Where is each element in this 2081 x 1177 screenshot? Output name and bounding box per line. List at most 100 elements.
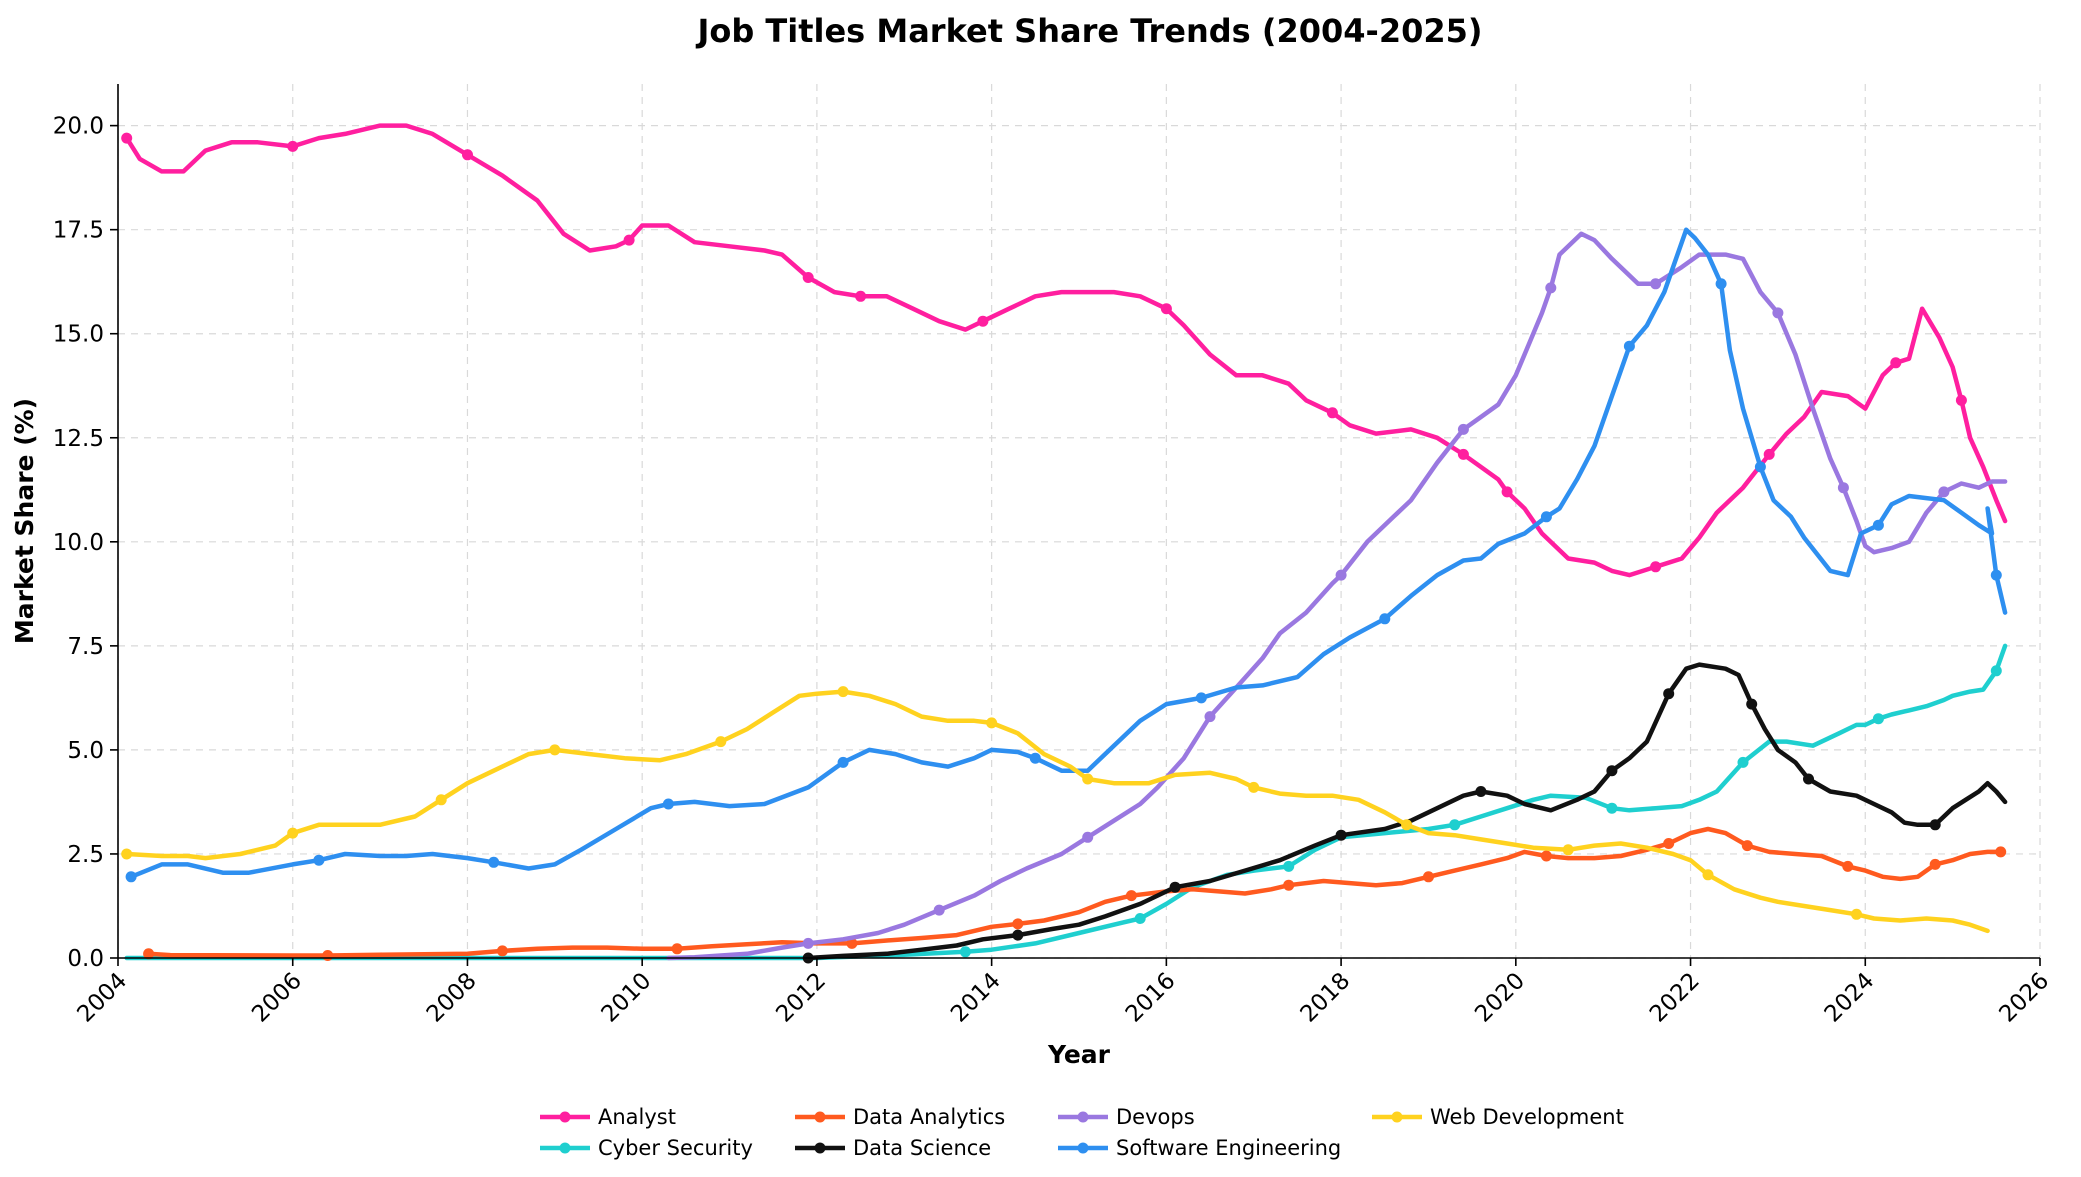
data-point: [837, 756, 849, 768]
series-web-development: [121, 686, 1990, 934]
grid: [117, 84, 2041, 959]
x-tick-label: 2006: [247, 968, 307, 1028]
legend-marker: [559, 1111, 571, 1123]
legend-label: Cyber Security: [598, 1136, 753, 1160]
data-point: [1204, 711, 1216, 723]
legend-label: Analyst: [598, 1105, 676, 1129]
y-tick-label: 17.5: [53, 218, 104, 244]
data-point: [1663, 688, 1675, 700]
data-point: [1955, 394, 1967, 406]
data-point: [1772, 307, 1784, 319]
data-point: [846, 937, 858, 949]
legend-marker: [559, 1142, 571, 1154]
data-point: [1741, 840, 1753, 852]
x-tick-label: 2008: [422, 968, 482, 1028]
legend-label: Data Science: [853, 1136, 991, 1160]
series-lines: [121, 123, 2008, 964]
data-point: [1012, 918, 1024, 930]
data-point: [1283, 860, 1295, 872]
y-tick-label: 7.5: [67, 634, 104, 660]
legend-label: Data Analytics: [853, 1105, 1005, 1129]
data-point: [1851, 908, 1862, 920]
data-point: [1746, 698, 1758, 710]
series-cyber-security: [124, 643, 2008, 961]
data-point: [1938, 486, 1950, 498]
x-tick-label: 2010: [597, 968, 657, 1028]
x-axis-label: Year: [1047, 1040, 1111, 1069]
data-point: [1872, 713, 1884, 725]
data-point: [121, 848, 133, 860]
data-point: [496, 945, 508, 957]
data-point: [1702, 869, 1714, 881]
data-point: [1335, 569, 1347, 581]
data-point: [1540, 850, 1552, 862]
data-point: [1379, 613, 1391, 625]
legend-marker: [814, 1111, 826, 1123]
legend-marker: [1077, 1142, 1089, 1154]
data-point: [287, 827, 299, 839]
data-point: [1248, 781, 1260, 793]
data-point: [977, 315, 989, 327]
data-point: [837, 686, 849, 698]
data-point: [1929, 819, 1941, 831]
data-point: [1763, 448, 1775, 460]
data-point: [1837, 482, 1849, 494]
series-data-science: [802, 662, 2008, 964]
data-point: [1125, 890, 1137, 902]
data-point: [1803, 773, 1814, 785]
data-point: [1715, 278, 1727, 290]
data-point: [715, 736, 727, 748]
data-point: [933, 904, 945, 916]
data-point: [1650, 561, 1662, 573]
tick-labels: 2004 2006 2008 2010 2012 2014 2016 2018 2020 2022…: [53, 114, 2054, 1028]
y-tick-label: 20.0: [53, 114, 104, 140]
series-data-analytics: [143, 826, 2007, 961]
data-point: [1169, 881, 1181, 893]
x-tick-label: 2016: [1121, 968, 1181, 1028]
legend-item-cyber-security: Cyber Security: [540, 1136, 753, 1160]
data-point: [959, 946, 971, 958]
data-point: [1650, 278, 1662, 290]
data-point: [1990, 665, 2002, 677]
data-point: [855, 290, 867, 302]
x-tick-label: 2022: [1645, 968, 1705, 1028]
data-point: [143, 948, 155, 960]
series-software-engineering: [125, 227, 2008, 883]
data-point: [1029, 752, 1041, 764]
chart-title: Job Titles Market Share Trends (2004-202…: [695, 12, 1482, 50]
series-line-analyst: [124, 123, 2008, 578]
legend-marker: [814, 1142, 826, 1154]
series-line-web-development: [124, 689, 1990, 934]
legend-label: Web Development: [1430, 1105, 1624, 1129]
data-point: [1623, 340, 1635, 352]
legend-item-software-engineering: Software Engineering: [1058, 1136, 1341, 1160]
data-point: [1457, 423, 1469, 435]
series-line-devops: [666, 231, 2008, 961]
data-point: [287, 140, 299, 152]
y-tick-label: 12.5: [53, 426, 104, 452]
legend-item-web-development: Web Development: [1372, 1105, 1624, 1129]
data-point: [623, 234, 635, 246]
data-point: [1929, 858, 1941, 870]
data-point: [1606, 802, 1618, 814]
data-point: [1754, 461, 1766, 473]
series-line-cyber-security: [124, 643, 2008, 961]
legend-label: Devops: [1116, 1105, 1195, 1129]
data-point: [125, 871, 137, 883]
data-point: [1283, 879, 1295, 891]
x-tick-label: 2004: [72, 968, 132, 1028]
data-point: [1562, 844, 1574, 856]
series-devops: [666, 231, 2008, 961]
series-line-software-engineering: [128, 227, 2008, 880]
series-analyst: [121, 123, 2008, 578]
x-tick-label: 2020: [1470, 968, 1530, 1028]
data-point: [1326, 407, 1338, 419]
data-point: [1012, 929, 1024, 941]
data-point: [1663, 838, 1675, 849]
data-point: [1842, 860, 1854, 872]
data-point: [121, 132, 133, 144]
data-point: [1737, 756, 1749, 768]
data-point: [1160, 303, 1172, 315]
x-tick-label: 2018: [1296, 968, 1356, 1028]
